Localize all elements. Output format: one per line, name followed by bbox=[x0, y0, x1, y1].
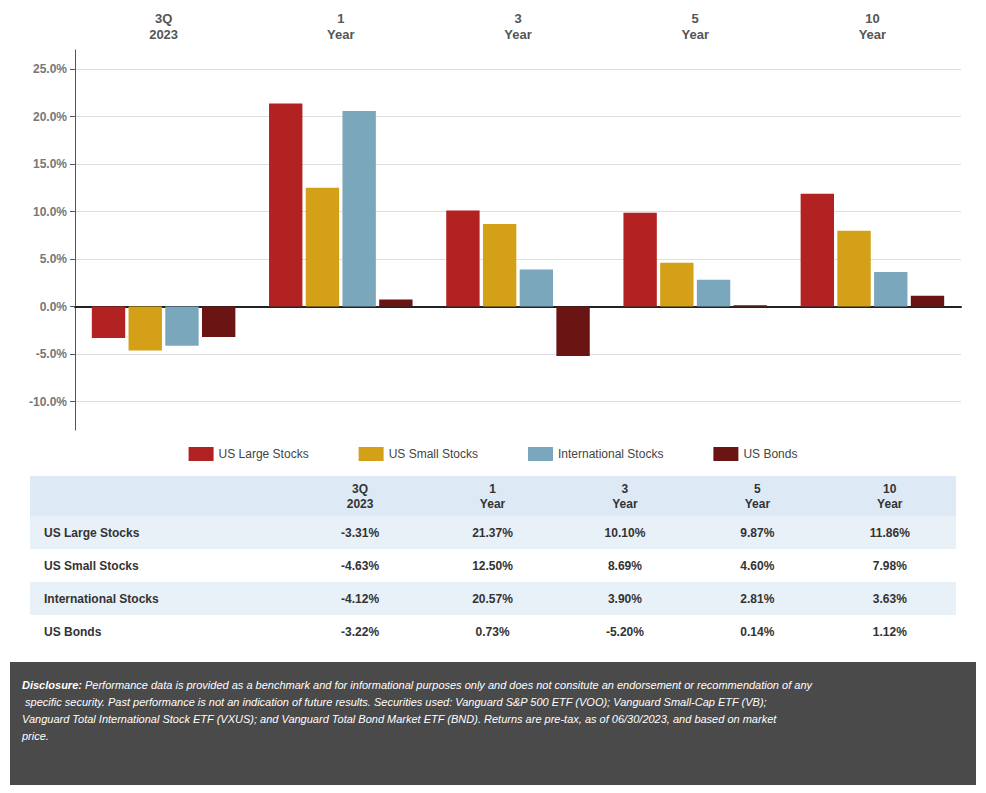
svg-text:US Small Stocks: US Small Stocks bbox=[44, 559, 139, 573]
svg-text:-4.63%: -4.63% bbox=[341, 559, 379, 573]
svg-text:Performance data is provided a: Performance data is provided as a benchm… bbox=[82, 679, 814, 691]
svg-text:Year: Year bbox=[504, 27, 531, 42]
svg-text:1: 1 bbox=[337, 11, 344, 26]
svg-text:Year: Year bbox=[859, 27, 886, 42]
svg-text:11.86%: 11.86% bbox=[870, 526, 910, 540]
svg-text:-3.22%: -3.22% bbox=[341, 625, 379, 639]
svg-text:3: 3 bbox=[514, 11, 521, 26]
svg-text:3.90%: 3.90% bbox=[608, 592, 642, 606]
svg-text:1.12%: 1.12% bbox=[873, 625, 907, 639]
svg-text:Year: Year bbox=[745, 497, 771, 511]
svg-text:-4.12%: -4.12% bbox=[341, 592, 379, 606]
svg-text:4.60%: 4.60% bbox=[740, 559, 774, 573]
svg-text:10: 10 bbox=[865, 11, 879, 26]
svg-text:Year: Year bbox=[681, 27, 708, 42]
svg-text:20.0%: 20.0% bbox=[33, 110, 67, 124]
svg-text:25.0%: 25.0% bbox=[33, 62, 67, 76]
svg-text:0.14%: 0.14% bbox=[740, 625, 774, 639]
svg-text:2023: 2023 bbox=[149, 27, 178, 42]
svg-text:5.0%: 5.0% bbox=[40, 252, 68, 266]
svg-text:3: 3 bbox=[622, 482, 629, 496]
svg-text:specific security. Past perfor: specific security. Past performance is n… bbox=[22, 696, 770, 708]
svg-text:0.0%: 0.0% bbox=[40, 300, 68, 314]
svg-text:9.87%: 9.87% bbox=[740, 526, 774, 540]
svg-text:2023: 2023 bbox=[347, 497, 374, 511]
svg-text:International Stocks: International Stocks bbox=[558, 447, 663, 461]
svg-text:-5.0%: -5.0% bbox=[36, 347, 68, 361]
svg-text:Year: Year bbox=[877, 497, 903, 511]
svg-text:5: 5 bbox=[692, 11, 699, 26]
svg-text:US Bonds: US Bonds bbox=[743, 447, 797, 461]
svg-text:-5.20%: -5.20% bbox=[606, 625, 644, 639]
svg-text:12.50%: 12.50% bbox=[472, 559, 513, 573]
svg-text:US Large Stocks: US Large Stocks bbox=[219, 447, 309, 461]
svg-text:-10.0%: -10.0% bbox=[29, 395, 67, 409]
svg-text:3Q: 3Q bbox=[155, 11, 172, 26]
svg-text:5: 5 bbox=[754, 482, 761, 496]
svg-text:Year: Year bbox=[327, 27, 354, 42]
svg-text:Year: Year bbox=[612, 497, 638, 511]
svg-text:2.81%: 2.81% bbox=[740, 592, 774, 606]
svg-text:10: 10 bbox=[883, 482, 897, 496]
svg-text:15.0%: 15.0% bbox=[33, 157, 67, 171]
svg-text:Vanguard Total International S: Vanguard Total International Stock ETF (… bbox=[22, 713, 779, 725]
svg-text:price.: price. bbox=[21, 730, 49, 742]
svg-text:US Small Stocks: US Small Stocks bbox=[389, 447, 478, 461]
svg-text:0.73%: 0.73% bbox=[476, 625, 510, 639]
svg-text:1: 1 bbox=[489, 482, 496, 496]
svg-text:Year: Year bbox=[480, 497, 506, 511]
svg-text:US Large Stocks: US Large Stocks bbox=[44, 526, 140, 540]
svg-text:10.10%: 10.10% bbox=[605, 526, 646, 540]
svg-text:3.63%: 3.63% bbox=[873, 592, 907, 606]
svg-text:3Q: 3Q bbox=[352, 482, 368, 496]
svg-text:20.57%: 20.57% bbox=[472, 592, 513, 606]
svg-text:-3.31%: -3.31% bbox=[341, 526, 379, 540]
svg-text:7.98%: 7.98% bbox=[873, 559, 907, 573]
svg-text:10.0%: 10.0% bbox=[33, 205, 67, 219]
svg-text:Disclosure:: Disclosure: bbox=[22, 679, 82, 691]
svg-text:International Stocks: International Stocks bbox=[44, 592, 159, 606]
svg-text:US Bonds: US Bonds bbox=[44, 625, 102, 639]
svg-text:8.69%: 8.69% bbox=[608, 559, 642, 573]
svg-text:21.37%: 21.37% bbox=[472, 526, 513, 540]
